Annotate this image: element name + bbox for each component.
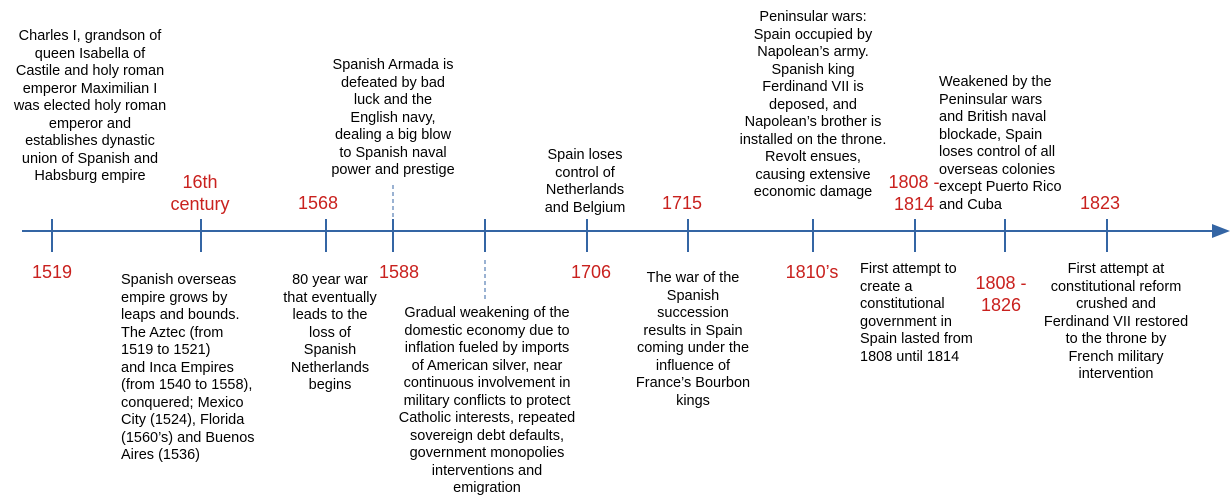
event-constitutional-government: First attempt to create a constitutional…: [860, 261, 973, 365]
event-constitutional-reform: First attempt at constitutional reform c…: [1043, 261, 1189, 382]
event-loses-colonies: Weakened by the Peninsular wars and Brit…: [939, 74, 1062, 213]
date-1568: 1568: [297, 193, 339, 213]
event-overseas-empire: Spanish overseas empire grows by leaps a…: [121, 272, 255, 463]
event-80-year-war: 80 year war that eventually leads to the…: [283, 272, 377, 393]
timeline-arrowhead: [1212, 224, 1230, 238]
date-1706: 1706: [570, 262, 612, 282]
date-1808-1814: 1808 - 1814: [888, 172, 940, 214]
event-charles-i: Charles I, grandson of queen Isabella of…: [13, 28, 167, 184]
date-1808-1826: 1808 - 1826: [975, 273, 1027, 315]
event-peninsular-wars: Peninsular wars: Spain occupied by Napol…: [739, 9, 887, 200]
date-16th-century: 16th century: [170, 172, 230, 214]
date-1519: 1519: [31, 262, 73, 282]
event-loses-netherlands: Spain loses control of Netherlands and B…: [544, 147, 626, 216]
event-spanish-armada: Spanish Armada is defeated by bad luck a…: [331, 57, 455, 178]
event-gradual-weakening: Gradual weakening of the domestic econom…: [398, 305, 576, 496]
date-1715: 1715: [661, 193, 703, 213]
date-1810s: 1810’s: [785, 262, 839, 282]
event-spanish-succession: The war of the Spanish succession result…: [635, 270, 751, 409]
date-1588: 1588: [378, 262, 420, 282]
date-1823: 1823: [1079, 193, 1121, 213]
